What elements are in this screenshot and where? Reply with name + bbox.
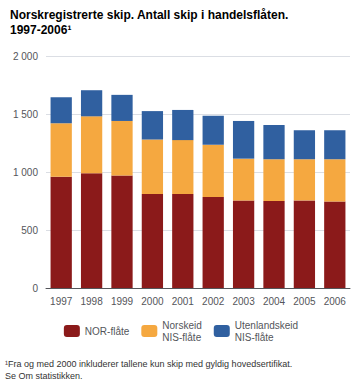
svg-text:2003: 2003 (232, 296, 255, 307)
svg-text:Norskregistrerte skip. Antall: Norskregistrerte skip. Antall skip i han… (10, 8, 288, 22)
svg-text:2001: 2001 (172, 296, 195, 307)
svg-text:Utenlandskeid: Utenlandskeid (235, 320, 298, 331)
svg-text:¹Fra og med 2000 inkluderer ta: ¹Fra og med 2000 inkluderer tallene kun … (5, 359, 292, 369)
svg-text:1999: 1999 (111, 296, 134, 307)
svg-text:2002: 2002 (202, 296, 225, 307)
svg-text:1 000: 1 000 (13, 167, 38, 178)
svg-text:Norskeid: Norskeid (162, 320, 201, 331)
svg-text:2000: 2000 (141, 296, 164, 307)
svg-text:2006: 2006 (324, 296, 347, 307)
svg-text:NIS-flåte: NIS-flåte (235, 332, 274, 343)
svg-text:1997-2006¹: 1997-2006¹ (10, 23, 71, 37)
svg-text:2004: 2004 (263, 296, 286, 307)
svg-text:Se Om statistikken.: Se Om statistikken. (5, 371, 83, 381)
svg-text:1 500: 1 500 (13, 109, 38, 120)
svg-text:NOR-flåte: NOR-flåte (85, 326, 130, 337)
svg-text:2005: 2005 (293, 296, 316, 307)
svg-text:2 000: 2 000 (13, 51, 38, 62)
svg-text:500: 500 (21, 225, 38, 236)
svg-text:1998: 1998 (80, 296, 103, 307)
svg-text:0: 0 (32, 283, 38, 294)
svg-text:NIS-flåte: NIS-flåte (162, 332, 201, 343)
svg-text:1997: 1997 (50, 296, 73, 307)
